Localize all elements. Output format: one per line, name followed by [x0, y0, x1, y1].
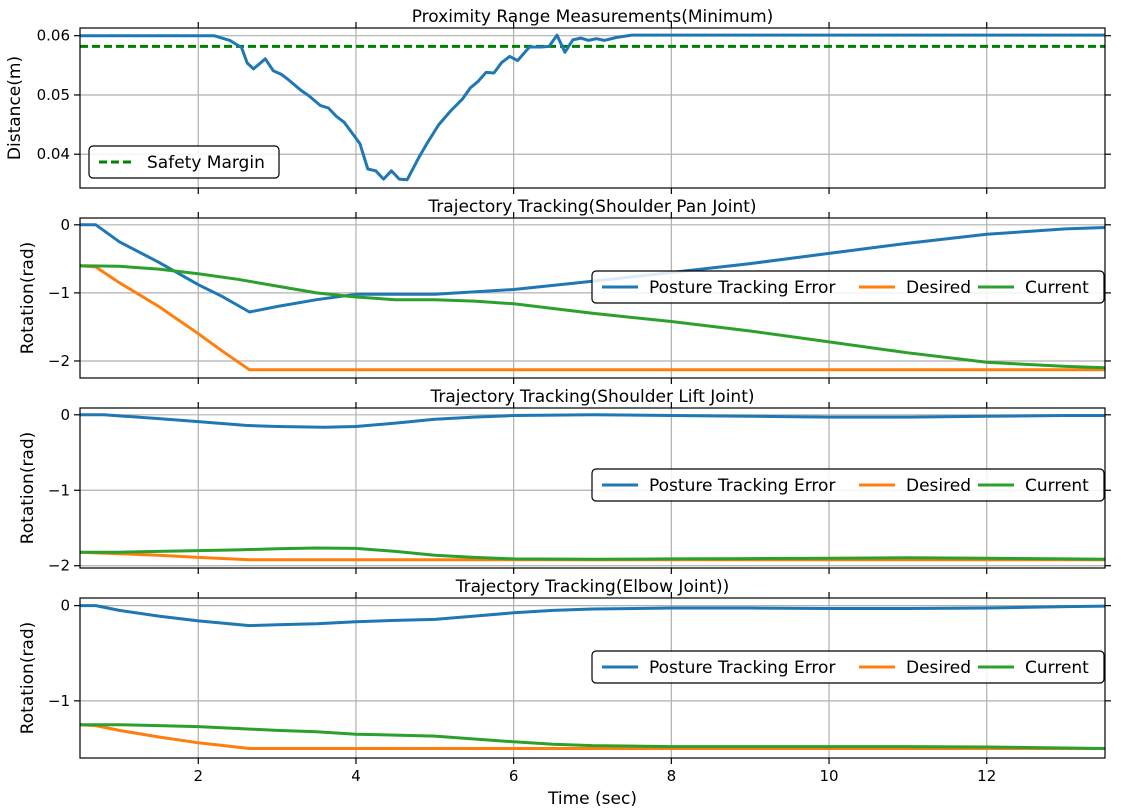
panel-3: −2 −1 0 Trajectory Tracking(Shoulder Lift J… — [18, 387, 1111, 575]
series-line-posture_error — [80, 413, 1105, 429]
legend: Posture Tracking Error Desired Current — [591, 468, 1105, 502]
y-tick-label: −1 — [48, 692, 70, 710]
x-tick-label: 4 — [351, 767, 361, 785]
series-line-current — [80, 723, 1105, 750]
axes-frame — [79, 407, 1106, 569]
y-tick-label: 0.04 — [37, 145, 70, 163]
y-axis-label: Rotation(rad) — [18, 622, 38, 735]
panel-title: Trajectory Tracking(Shoulder Lift Joint) — [429, 387, 754, 407]
x-tick-label: 8 — [667, 767, 677, 785]
axes-frame — [79, 217, 1106, 379]
series-line-posture_error — [80, 33, 1105, 182]
legend-box — [591, 270, 1105, 304]
y-tick-label: 0.06 — [37, 27, 70, 45]
legend-box — [88, 145, 280, 179]
y-tick-label: −2 — [48, 557, 70, 575]
panel-4: −1 0 2 4 6 8 10 12 Trajectory Tracking(Elbow Joi… — [18, 577, 1111, 785]
y-tick-label: −1 — [48, 481, 70, 499]
legend-label: Posture Tracking Error — [649, 278, 835, 298]
y-tick-label: 0 — [60, 406, 70, 424]
panel-2: −2 −1 0 Trajectory Tracking(Shoulder Pan Jo… — [18, 197, 1111, 384]
axes-frame — [79, 27, 1106, 189]
series-group — [80, 604, 1105, 750]
axes-frame — [79, 597, 1106, 759]
legend-label: Posture Tracking Error — [649, 658, 835, 678]
panel-1: 0.04 0.05 0.06 Proximity Range Measurements… — [5, 7, 1111, 194]
y-tick-label: −2 — [48, 352, 70, 370]
series-line-current — [80, 264, 1105, 370]
legend: Posture Tracking Error Desired Current — [591, 270, 1105, 304]
legend-label: Desired — [906, 658, 971, 678]
panel-title: Trajectory Tracking(Shoulder Pan Joint) — [427, 197, 756, 217]
legend-label: Current — [1025, 658, 1089, 678]
series-group — [80, 33, 1105, 182]
panel-title: Trajectory Tracking(Elbow Joint)) — [455, 577, 730, 597]
y-tick-label: 0 — [60, 597, 70, 615]
series-group — [80, 413, 1105, 562]
y-tick-label: −1 — [48, 284, 70, 302]
x-tick-label: 6 — [509, 767, 519, 785]
series-line-posture_error — [80, 223, 1105, 314]
legend-label: Safety Margin — [147, 153, 265, 173]
legend-box — [591, 650, 1105, 684]
panel-title: Proximity Range Measurements(Minimum) — [412, 7, 774, 27]
y-axis-label: Distance(m) — [5, 56, 25, 160]
legend-label: Posture Tracking Error — [649, 476, 835, 496]
series-group — [80, 223, 1105, 372]
y-tick-label: 0.05 — [37, 86, 70, 104]
series-line-desired — [80, 264, 1105, 372]
legend-label: Desired — [906, 278, 971, 298]
series-line-current — [80, 546, 1105, 561]
x-axis-label: Time (sec) — [547, 789, 637, 809]
legend-label: Current — [1025, 476, 1089, 496]
legend-label: Desired — [906, 476, 971, 496]
x-tick-label: 10 — [819, 767, 838, 785]
y-axis-label: Rotation(rad) — [18, 432, 38, 545]
legend: Safety Margin — [88, 145, 280, 179]
legend: Posture Tracking Error Desired Current — [591, 650, 1105, 684]
y-tick-label: 0 — [60, 216, 70, 234]
x-tick-label: 2 — [193, 767, 203, 785]
y-axis-label: Rotation(rad) — [18, 242, 38, 355]
x-tick-label: 12 — [977, 767, 996, 785]
series-line-posture_error — [80, 604, 1105, 628]
legend-box — [591, 468, 1105, 502]
legend-label: Current — [1025, 278, 1089, 298]
